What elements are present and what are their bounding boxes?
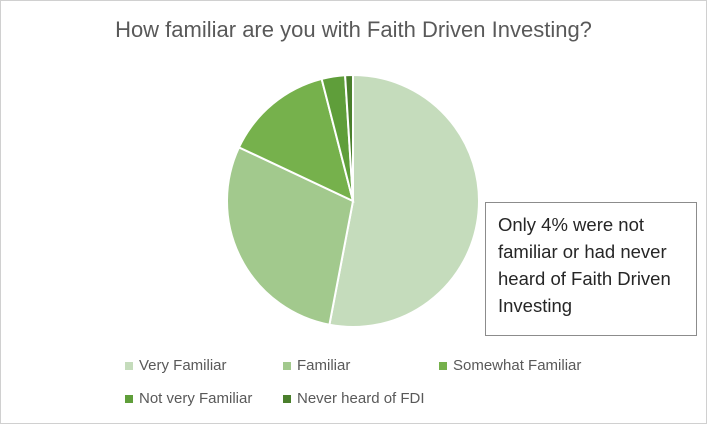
legend-label-very-familiar: Very Familiar [139,357,227,374]
legend-swatch-somewhat-familiar [439,361,447,370]
pie-slices [226,73,480,328]
pie-slice-somewhat-familiar [237,77,355,203]
legend-item-somewhat-familiar: Somewhat Familiar [439,357,581,374]
legend-item-familiar: Familiar [283,357,350,374]
legend-item-not-very-familiar: Not very Familiar [125,390,252,407]
legend-label-not-very-familiar: Not very Familiar [139,390,253,407]
legend-item-very-familiar: Very Familiar [125,357,227,374]
pie-slice-familiar [226,146,355,326]
legend-label-never-heard: Never heard of FDI [297,390,425,407]
pie-slice-never-heard-of-fdi [344,73,354,202]
legend-swatch-never-heard [283,394,291,403]
pie-slice-very-familiar [328,73,480,328]
legend-swatch-not-very-familiar [125,394,133,403]
legend-swatch-very-familiar [125,361,133,370]
legend-swatch-familiar [283,361,291,370]
legend-label-familiar: Familiar [297,357,351,374]
legend-item-never-heard: Never heard of FDI [283,390,425,407]
callout-annotation: Only 4% were not familiar or had never h… [485,202,697,336]
chart-title: How familiar are you with Faith Driven I… [115,17,592,42]
legend-label-somewhat-familiar: Somewhat Familiar [453,357,582,374]
